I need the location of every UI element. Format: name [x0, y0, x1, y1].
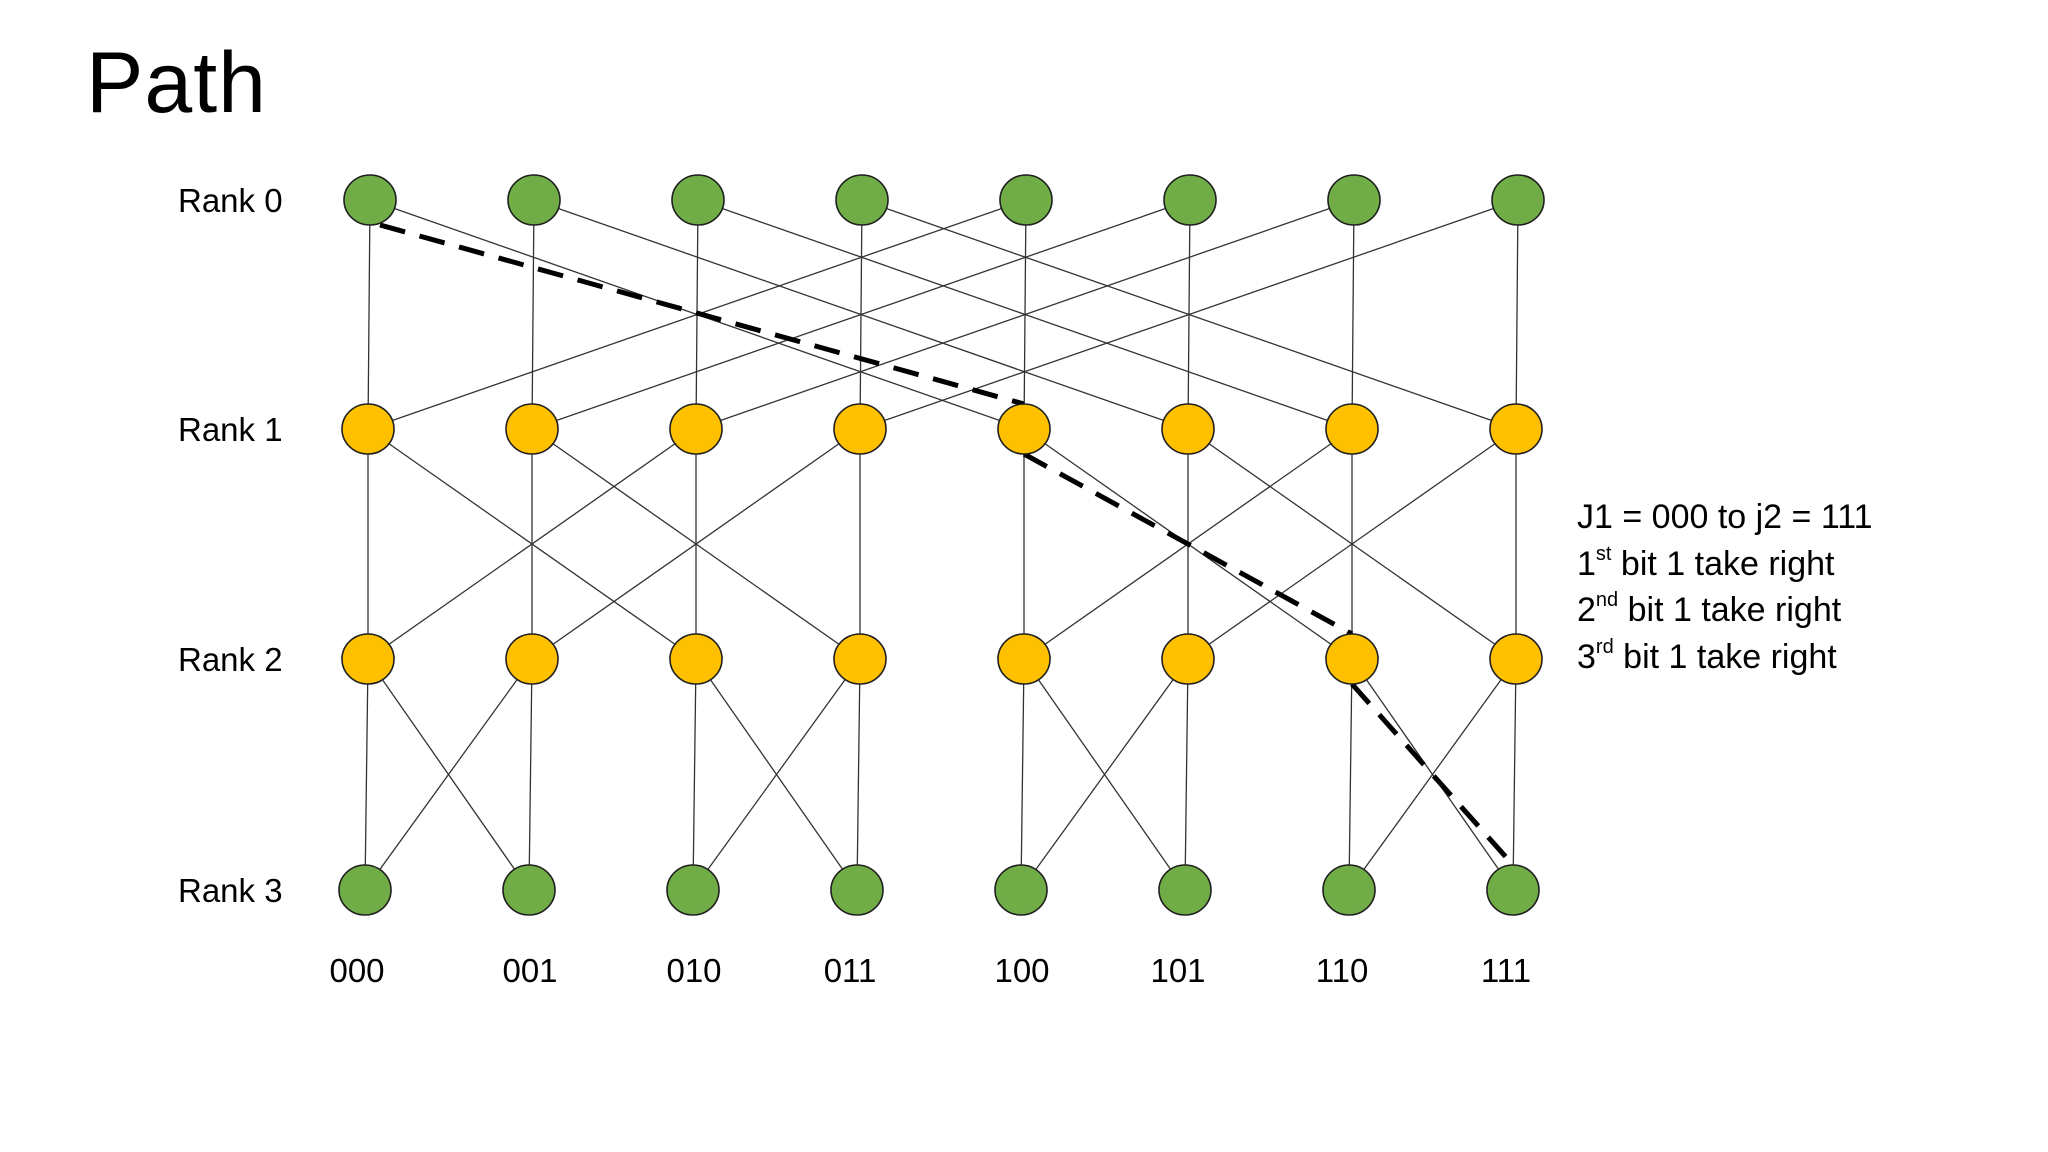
edge-r2-0-to-r3-0	[364, 658, 369, 891]
node-rank0-010	[671, 174, 725, 226]
node-rank3-001	[502, 864, 556, 916]
node-rank1-101	[1161, 403, 1215, 455]
edge-r0-6-to-r1-2	[695, 199, 1355, 430]
node-rank2-000	[341, 633, 395, 685]
edge-r2-3-to-r3-2	[692, 658, 861, 891]
edge-r1-3-to-r2-1	[531, 428, 861, 660]
edge-r0-7-to-r1-3	[859, 199, 1519, 430]
note-line-3: 3rd bit 1 take right	[1577, 634, 1873, 681]
edge-r0-7-to-r1-7	[1515, 199, 1519, 430]
column-label-101: 101	[1150, 952, 1205, 989]
note-3-sup: rd	[1595, 635, 1614, 658]
edge-r2-7-to-r3-7	[1512, 658, 1517, 891]
highlighted-path	[379, 222, 1515, 867]
edge-r2-2-to-r3-2	[692, 658, 697, 891]
note-1-text: 1	[1577, 544, 1596, 583]
edge-r1-2-to-r2-0	[367, 428, 697, 660]
node-rank3-011	[830, 864, 884, 916]
slide-title: Path	[86, 35, 267, 131]
node-rank0-100	[999, 174, 1053, 226]
network-nodes	[338, 174, 1545, 916]
column-label-001: 001	[502, 952, 557, 989]
edge-r0-0-to-r1-0	[367, 199, 371, 430]
node-rank3-101	[1158, 864, 1212, 916]
node-rank2-100	[997, 633, 1051, 685]
note-3-rest: bit 1 take right	[1613, 637, 1837, 676]
network-edges	[364, 199, 1519, 891]
edge-r2-1-to-r3-1	[528, 658, 533, 891]
path-segment-0	[379, 222, 1025, 407]
column-label-111: 111	[1481, 952, 1531, 989]
node-rank2-011	[833, 633, 887, 685]
node-rank1-001	[505, 403, 559, 455]
node-rank0-000	[343, 174, 397, 226]
note-0-text: J1 = 000 to j2 = 111	[1577, 498, 1873, 536]
edge-r2-5-to-r3-4	[1020, 658, 1189, 891]
note-line-2: 2nd bit 1 take right	[1577, 587, 1873, 634]
node-rank0-001	[507, 174, 561, 226]
node-rank3-110	[1322, 864, 1376, 916]
edge-r2-1-to-r3-0	[364, 658, 533, 891]
node-rank1-110	[1325, 403, 1379, 455]
rank-label-2: Rank 2	[178, 641, 283, 678]
rank-label-3: Rank 3	[178, 872, 283, 909]
column-label-000: 000	[329, 952, 384, 989]
node-rank1-100	[997, 403, 1051, 455]
node-rank0-111	[1491, 174, 1545, 226]
node-rank0-110	[1327, 174, 1381, 226]
node-rank2-111	[1489, 633, 1543, 685]
node-rank1-111	[1489, 403, 1543, 455]
node-rank2-001	[505, 633, 559, 685]
path-segment-1	[1022, 451, 1354, 637]
note-line-0: J1 = 000 to j2 = 111	[1577, 494, 1873, 541]
column-label-011: 011	[824, 952, 877, 989]
note-3-text: 3	[1577, 637, 1596, 676]
node-rank2-101	[1161, 633, 1215, 685]
node-rank1-010	[669, 403, 723, 455]
node-rank1-000	[341, 403, 395, 455]
node-rank0-011	[835, 174, 889, 226]
column-label-100: 100	[994, 952, 1049, 989]
note-2-rest: bit 1 take right	[1618, 591, 1842, 629]
edge-r1-7-to-r2-5	[1187, 428, 1517, 660]
routing-notes: J1 = 000 to j2 = 111 1st bit 1 take righ…	[1577, 494, 1873, 680]
edge-r0-6-to-r1-6	[1351, 199, 1355, 430]
note-line-1: 1st bit 1 take right	[1577, 541, 1873, 588]
column-label-110: 110	[1316, 952, 1369, 989]
rank-label-1: Rank 1	[178, 411, 283, 448]
node-rank3-100	[994, 864, 1048, 916]
note-1-sup: st	[1595, 542, 1612, 565]
note-1-rest: bit 1 take right	[1611, 544, 1835, 583]
edge-r0-5-to-r1-1	[531, 199, 1191, 430]
rank-label-0: Rank 0	[178, 182, 283, 219]
node-rank1-011	[833, 403, 887, 455]
edge-r2-7-to-r3-6	[1348, 658, 1517, 891]
edge-r2-6-to-r3-6	[1348, 658, 1353, 891]
column-labels: 000 001 010 011 100 101 110 111	[329, 952, 1531, 989]
rank-labels: Rank 0 Rank 1 Rank 2 Rank 3	[178, 182, 283, 909]
column-label-010: 010	[666, 952, 721, 989]
node-rank3-000	[338, 864, 392, 916]
node-rank2-110	[1325, 633, 1379, 685]
node-rank2-010	[669, 633, 723, 685]
edge-r0-1-to-r1-1	[531, 199, 535, 430]
node-rank3-010	[666, 864, 720, 916]
note-2-text: 2	[1577, 591, 1596, 629]
node-rank0-101	[1163, 174, 1217, 226]
edge-r2-5-to-r3-5	[1184, 658, 1189, 891]
edge-r2-4-to-r3-4	[1020, 658, 1025, 891]
node-rank3-111	[1486, 864, 1540, 916]
edge-r2-3-to-r3-3	[856, 658, 861, 891]
note-2-sup: nd	[1595, 589, 1619, 611]
